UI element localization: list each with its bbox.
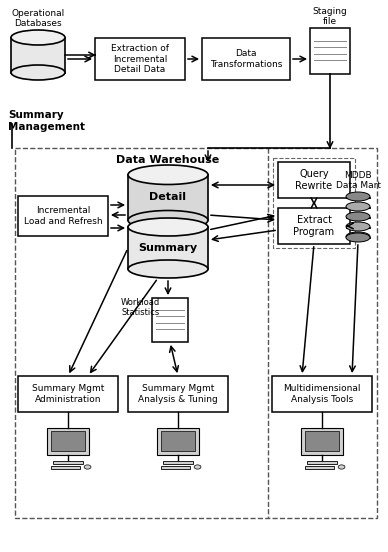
Bar <box>310 28 350 74</box>
Bar <box>346 197 370 198</box>
Text: Incremental
Load and Refresh: Incremental Load and Refresh <box>24 206 102 226</box>
Bar <box>11 38 65 72</box>
Bar <box>163 461 193 464</box>
Bar <box>161 466 190 469</box>
Ellipse shape <box>84 465 91 469</box>
Text: Query
Rewrite: Query Rewrite <box>295 169 333 191</box>
Text: Summary
Management: Summary Management <box>8 110 85 131</box>
Text: Multidimensional
Analysis Tools: Multidimensional Analysis Tools <box>283 384 361 404</box>
Bar <box>128 376 228 412</box>
Bar <box>152 298 188 342</box>
Text: Summary Mgmt
Administration: Summary Mgmt Administration <box>32 384 104 404</box>
Ellipse shape <box>194 465 201 469</box>
Text: Detail: Detail <box>149 193 187 203</box>
Ellipse shape <box>346 192 370 201</box>
Bar <box>278 208 350 244</box>
Ellipse shape <box>346 233 370 242</box>
Bar <box>346 206 370 208</box>
Text: Workload
Statistics: Workload Statistics <box>121 298 160 317</box>
Bar <box>346 236 370 237</box>
Bar <box>47 428 89 455</box>
Bar <box>305 431 339 451</box>
Bar <box>53 461 83 464</box>
Bar <box>18 196 108 236</box>
Bar <box>161 431 195 451</box>
Bar <box>346 216 370 217</box>
Bar <box>202 38 290 80</box>
Ellipse shape <box>128 260 208 278</box>
Text: Data
Transformations: Data Transformations <box>210 49 282 68</box>
Bar <box>305 466 334 469</box>
Bar <box>128 175 208 220</box>
Bar <box>278 162 350 198</box>
Bar <box>346 226 370 227</box>
Bar <box>95 38 185 80</box>
Ellipse shape <box>338 465 345 469</box>
Text: Extract
Program: Extract Program <box>293 215 334 237</box>
Ellipse shape <box>128 210 208 230</box>
Ellipse shape <box>128 165 208 184</box>
Bar <box>157 428 199 455</box>
Text: Summary Mgmt
Analysis & Tuning: Summary Mgmt Analysis & Tuning <box>138 384 218 404</box>
Bar <box>18 376 118 412</box>
Text: Data Warehouse: Data Warehouse <box>116 155 220 165</box>
Ellipse shape <box>346 202 370 211</box>
Ellipse shape <box>11 30 65 45</box>
Bar <box>273 158 355 248</box>
Text: Summary: Summary <box>139 243 197 253</box>
Bar <box>272 376 372 412</box>
Text: Extraction of
Incremental
Detail Data: Extraction of Incremental Detail Data <box>111 44 169 74</box>
Ellipse shape <box>11 65 65 80</box>
Ellipse shape <box>346 222 370 231</box>
Bar <box>51 431 85 451</box>
Text: Staging
file: Staging file <box>313 7 347 26</box>
Bar <box>128 227 208 269</box>
Ellipse shape <box>346 212 370 221</box>
Text: MDDB
Data Mart: MDDB Data Mart <box>336 171 381 190</box>
Bar <box>51 466 80 469</box>
Bar <box>307 461 337 464</box>
Text: Operational
Databases: Operational Databases <box>11 9 65 28</box>
Bar <box>301 428 343 455</box>
Ellipse shape <box>128 218 208 236</box>
Ellipse shape <box>346 232 370 241</box>
Bar <box>15 148 377 518</box>
